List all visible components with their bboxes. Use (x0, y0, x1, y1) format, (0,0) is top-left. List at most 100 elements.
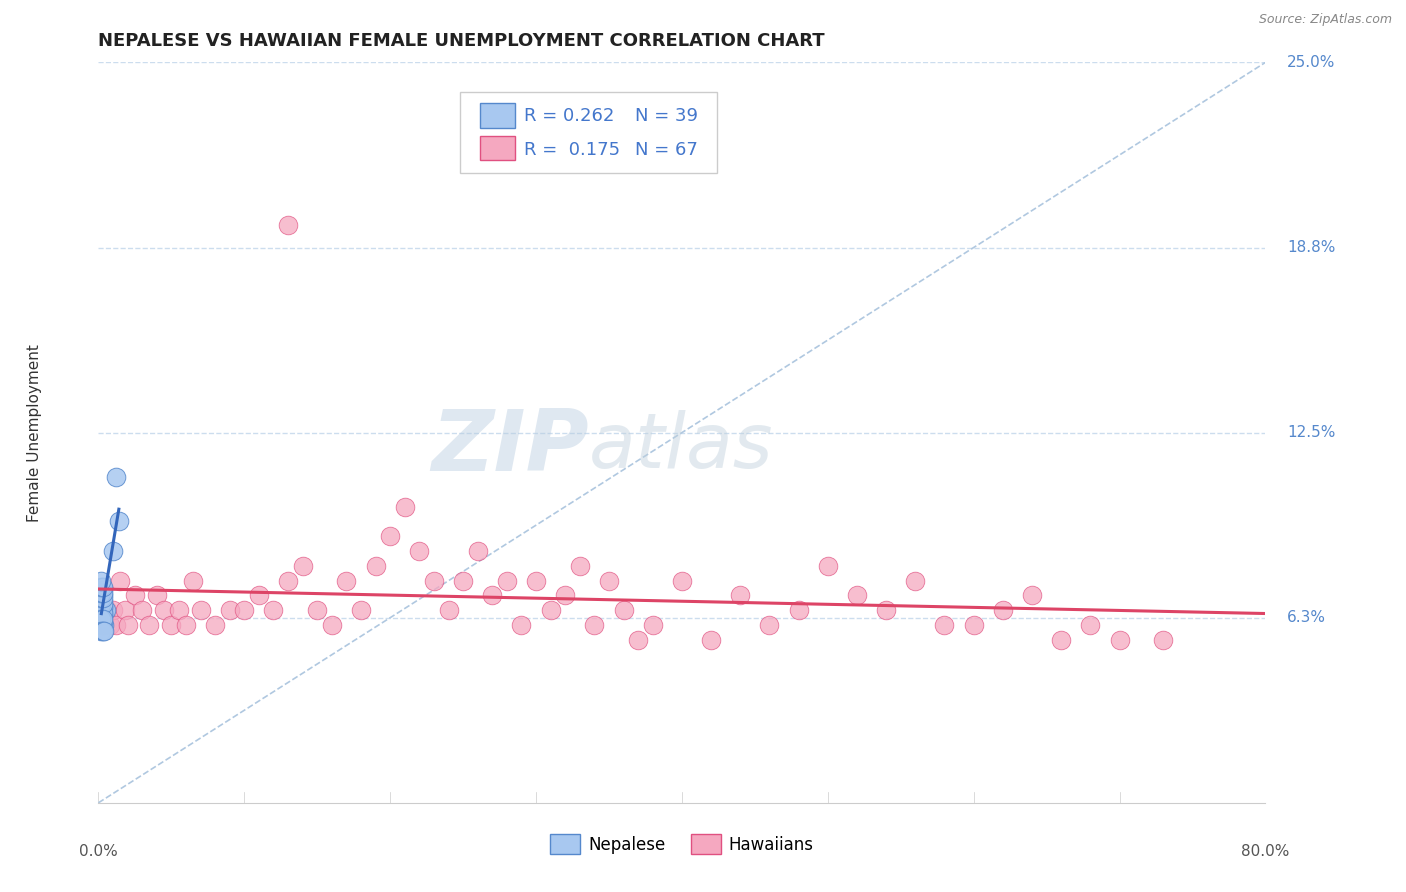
Point (307, 603, 329, 617)
Point (90, 600, 112, 615)
Point (90, 624, 112, 638)
Text: 12.5%: 12.5% (1288, 425, 1336, 440)
Point (408, 544, 430, 558)
Point (153, 603, 176, 617)
Point (90, 582, 112, 597)
FancyBboxPatch shape (479, 103, 515, 128)
Point (321, 618, 343, 632)
Point (350, 603, 373, 617)
Text: R =  0.175: R = 0.175 (524, 141, 620, 159)
Point (204, 618, 226, 632)
Point (90, 618, 112, 632)
Point (91, 589, 114, 603)
Point (93, 624, 115, 638)
Point (91, 594, 114, 608)
Point (114, 603, 136, 617)
Text: 0.0%: 0.0% (79, 844, 118, 859)
Point (934, 618, 956, 632)
Point (641, 618, 664, 632)
Point (90, 585, 112, 599)
Point (991, 603, 1014, 617)
Point (93, 618, 115, 632)
Point (146, 589, 169, 603)
Point (380, 529, 402, 543)
Point (91, 582, 114, 597)
Text: N = 39: N = 39 (636, 107, 699, 125)
Point (1080, 618, 1102, 632)
Point (104, 470, 127, 484)
Point (700, 632, 723, 647)
Text: Source: ZipAtlas.com: Source: ZipAtlas.com (1258, 13, 1392, 27)
Point (90, 591, 112, 606)
Point (90, 603, 112, 617)
Point (90, 580, 112, 594)
Point (96, 603, 118, 617)
Point (124, 589, 146, 603)
Point (117, 618, 139, 632)
Point (138, 618, 160, 632)
Point (598, 574, 620, 588)
Point (190, 603, 212, 617)
Point (1021, 589, 1043, 603)
Point (233, 603, 256, 617)
Point (787, 603, 810, 617)
Point (101, 544, 124, 558)
Point (247, 589, 270, 603)
Point (131, 603, 153, 617)
FancyBboxPatch shape (460, 92, 717, 173)
Point (91, 609, 114, 624)
Point (91, 585, 114, 599)
Point (277, 219, 299, 233)
FancyBboxPatch shape (479, 136, 515, 161)
Point (91, 603, 114, 617)
Point (627, 632, 650, 647)
Point (496, 574, 519, 588)
Point (671, 574, 693, 588)
Point (90, 609, 112, 624)
Point (91, 607, 114, 621)
Point (277, 574, 299, 588)
Point (110, 574, 132, 588)
Point (94, 603, 117, 617)
Point (962, 618, 984, 632)
Point (583, 618, 606, 632)
Point (93, 603, 115, 617)
Text: 25.0%: 25.0% (1288, 55, 1336, 70)
Point (730, 589, 752, 603)
Point (218, 603, 240, 617)
Point (93, 603, 115, 617)
Point (875, 603, 897, 617)
Point (93, 618, 115, 632)
Point (437, 603, 460, 617)
Point (1050, 632, 1073, 647)
Point (262, 603, 284, 617)
Point (91, 624, 114, 638)
Point (90, 615, 112, 629)
Point (108, 515, 131, 529)
Text: 6.3%: 6.3% (1288, 610, 1326, 625)
Text: atlas: atlas (589, 410, 773, 484)
Text: NEPALESE VS HAWAIIAN FEMALE UNEMPLOYMENT CORRELATION CHART: NEPALESE VS HAWAIIAN FEMALE UNEMPLOYMENT… (98, 32, 825, 50)
Point (90, 574, 112, 588)
Point (510, 618, 533, 632)
Point (846, 589, 869, 603)
Point (394, 500, 416, 514)
Point (104, 618, 127, 632)
Point (91, 598, 114, 612)
Point (101, 603, 124, 617)
Point (554, 589, 576, 603)
Text: R = 0.262: R = 0.262 (524, 107, 614, 125)
Point (1152, 632, 1174, 647)
Point (1108, 632, 1130, 647)
Point (90, 612, 112, 626)
Point (90, 598, 112, 612)
Point (91, 618, 114, 632)
Point (160, 618, 183, 632)
Point (91, 580, 114, 594)
Point (540, 603, 562, 617)
Text: 80.0%: 80.0% (1241, 844, 1289, 859)
Point (90, 594, 112, 608)
Point (98, 618, 121, 632)
Point (181, 574, 204, 588)
Point (174, 618, 197, 632)
